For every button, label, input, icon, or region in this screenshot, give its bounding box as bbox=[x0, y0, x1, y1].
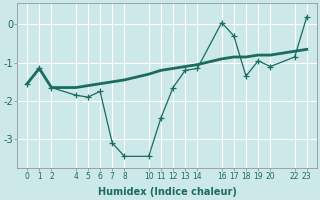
X-axis label: Humidex (Indice chaleur): Humidex (Indice chaleur) bbox=[98, 187, 236, 197]
